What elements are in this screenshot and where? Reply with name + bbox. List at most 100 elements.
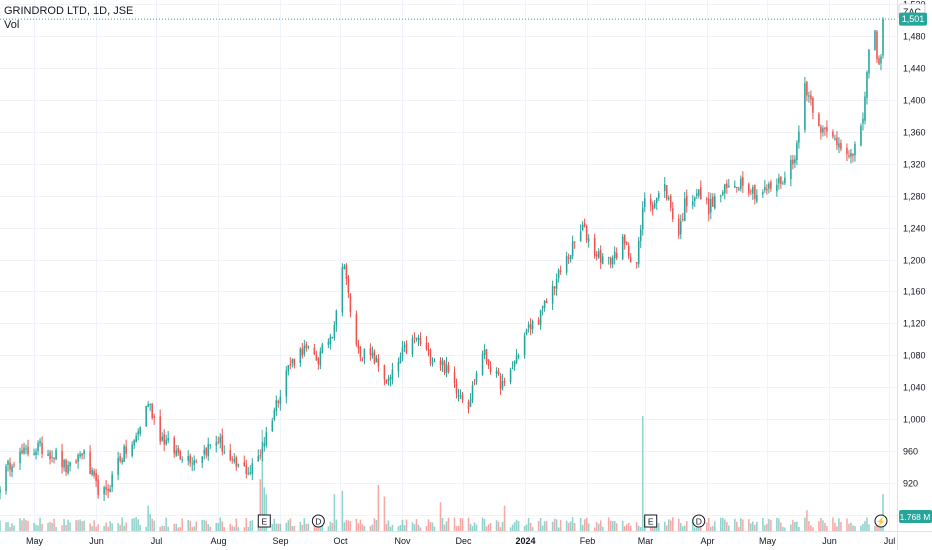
candle bbox=[399, 352, 402, 364]
candle bbox=[37, 440, 39, 456]
y-tick-label: 1,480 bbox=[903, 32, 926, 42]
volume-bar bbox=[9, 527, 11, 531]
volume-bar bbox=[627, 522, 630, 531]
candle bbox=[762, 189, 764, 198]
candle bbox=[313, 343, 316, 356]
volume-bar bbox=[834, 522, 836, 531]
volume-bar bbox=[425, 526, 428, 531]
volume-bar bbox=[307, 523, 310, 531]
candle bbox=[808, 91, 810, 103]
candle bbox=[639, 224, 642, 249]
volume-bar bbox=[613, 520, 616, 531]
dividend-marker[interactable]: D bbox=[311, 514, 325, 528]
volume-bar bbox=[7, 521, 9, 531]
candle bbox=[187, 450, 189, 466]
candle bbox=[756, 189, 758, 204]
volume-bar bbox=[471, 526, 474, 531]
volume-bar bbox=[329, 521, 332, 531]
volume-bar bbox=[119, 524, 121, 531]
candle bbox=[265, 426, 268, 448]
candle bbox=[33, 448, 35, 456]
volume-bar bbox=[93, 520, 95, 531]
candle bbox=[271, 417, 274, 432]
candle bbox=[681, 212, 684, 222]
volume-bar bbox=[223, 527, 226, 531]
candle bbox=[431, 357, 434, 367]
candle bbox=[748, 182, 750, 197]
candle bbox=[299, 347, 302, 367]
volume-bar bbox=[433, 526, 436, 531]
volume-bar bbox=[726, 522, 728, 531]
candle bbox=[447, 361, 450, 374]
candle bbox=[461, 391, 464, 404]
volume-bar bbox=[385, 523, 388, 531]
candle bbox=[712, 193, 714, 207]
dividend-marker[interactable]: D bbox=[692, 514, 706, 528]
candle bbox=[495, 367, 498, 378]
volume-bar bbox=[189, 520, 191, 531]
volume-bar bbox=[607, 517, 610, 531]
candle bbox=[369, 343, 372, 361]
candle bbox=[804, 77, 806, 133]
candle bbox=[583, 218, 586, 228]
volume-bar bbox=[163, 526, 165, 531]
earnings-marker[interactable]: E bbox=[257, 514, 271, 528]
volume-bar bbox=[177, 527, 179, 531]
candle bbox=[826, 120, 828, 138]
volume-bar bbox=[810, 525, 812, 531]
candle bbox=[293, 358, 296, 369]
time-axis[interactable]: May Jun Jul Aug Sep Oct Nov Dec 2024 Feb Mar Apr May… bbox=[26, 536, 895, 546]
volume-bar bbox=[523, 526, 526, 531]
volume-bar bbox=[237, 527, 240, 531]
candle bbox=[537, 317, 540, 325]
volume-bar bbox=[231, 525, 234, 531]
volume-bar bbox=[375, 519, 378, 531]
x-tick-label: Mar bbox=[638, 536, 654, 546]
candle bbox=[23, 442, 25, 455]
volume-bar bbox=[411, 522, 414, 531]
earnings-marker[interactable]: E bbox=[644, 514, 658, 528]
volume-bar bbox=[722, 517, 724, 531]
volume-bar bbox=[439, 502, 442, 531]
candle bbox=[651, 201, 654, 216]
volume-bar bbox=[11, 523, 13, 531]
candle bbox=[331, 336, 334, 339]
volume-bar bbox=[700, 526, 702, 531]
candle bbox=[736, 186, 738, 193]
x-tick-label: Feb bbox=[580, 536, 596, 546]
x-tick-label: Jun bbox=[89, 536, 104, 546]
volume-bar bbox=[19, 518, 21, 531]
candle bbox=[277, 399, 280, 408]
candle bbox=[517, 353, 520, 360]
volume-bar bbox=[41, 523, 43, 531]
candle bbox=[151, 402, 153, 420]
candle bbox=[846, 143, 848, 161]
candle bbox=[531, 319, 534, 334]
volume-bar bbox=[205, 520, 208, 531]
volume-bar bbox=[794, 522, 796, 531]
candle bbox=[27, 439, 29, 457]
candle bbox=[812, 96, 814, 120]
volume-bar bbox=[804, 517, 806, 531]
price-axis[interactable]: 8809209601,0001,0401,0801,1201,1601,2001… bbox=[903, 0, 926, 521]
candle bbox=[541, 305, 544, 316]
candle bbox=[139, 426, 141, 437]
candle bbox=[643, 192, 646, 213]
candle bbox=[724, 183, 726, 200]
lightning-marker[interactable]: ⚡ bbox=[874, 514, 888, 528]
volume-bar bbox=[874, 525, 876, 531]
marker-label: D bbox=[696, 517, 702, 527]
volume-bar bbox=[399, 525, 402, 531]
candle bbox=[866, 70, 868, 105]
candle bbox=[487, 359, 490, 369]
candle bbox=[695, 188, 698, 200]
volume-bar bbox=[201, 519, 204, 531]
volume-bar bbox=[343, 522, 346, 531]
candle bbox=[459, 389, 462, 400]
candle bbox=[55, 447, 57, 461]
volume-bar bbox=[657, 523, 660, 531]
candle bbox=[573, 241, 576, 249]
candle bbox=[287, 365, 290, 376]
candle bbox=[567, 253, 570, 264]
